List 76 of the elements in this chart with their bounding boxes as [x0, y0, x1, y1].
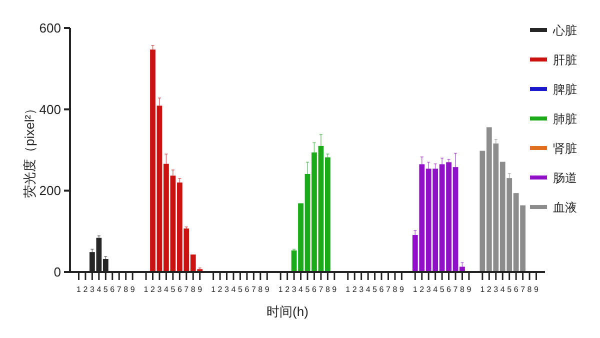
- x-tick-label: 4: [231, 285, 236, 294]
- y-tick-label: 200: [39, 183, 61, 198]
- x-tick-label: 3: [359, 285, 364, 294]
- x-tick-label: 9: [130, 285, 136, 294]
- x-tick-label: 7: [116, 285, 122, 294]
- x-tick-label: 8: [325, 285, 330, 294]
- x-tick-label: 5: [372, 285, 378, 294]
- x-tick-label: 4: [366, 285, 371, 294]
- legend-label: 心脏: [552, 24, 577, 38]
- x-tick-label: 8: [392, 285, 398, 294]
- x-tick-label: 6: [446, 285, 452, 294]
- legend-label: 肝脏: [553, 53, 577, 67]
- x-tick-label: 6: [379, 285, 384, 294]
- x-tick-label: 8: [527, 285, 532, 294]
- x-tick-label: 7: [453, 285, 458, 294]
- x-tick-label: 9: [399, 285, 404, 294]
- x-tick-label: 8: [460, 285, 466, 294]
- x-tick-label: 1: [211, 285, 216, 294]
- x-tick-label: 9: [466, 285, 472, 294]
- x-tick-label: 1: [480, 285, 486, 294]
- x-tick-label: 9: [198, 285, 203, 294]
- x-tick-label: 7: [520, 285, 526, 294]
- x-tick-label: 2: [352, 285, 358, 294]
- x-tick-label: 3: [224, 285, 230, 294]
- x-tick-label: 1: [76, 285, 82, 294]
- x-tick-label: 6: [514, 285, 519, 294]
- x-tick-label: 8: [258, 285, 264, 294]
- x-tick-label: 3: [494, 285, 499, 294]
- x-tick-label: 5: [305, 285, 310, 294]
- x-tick-label: 3: [426, 285, 432, 294]
- x-tick-label: 5: [103, 285, 108, 294]
- x-tick-label: 3: [157, 285, 162, 294]
- x-tick-label: 5: [507, 285, 512, 294]
- legend-label: 肺脏: [553, 112, 577, 126]
- x-tick-label: 4: [500, 285, 506, 294]
- legend-label: 肠道: [553, 171, 577, 185]
- x-tick-label: 2: [486, 285, 492, 294]
- x-tick-label: 9: [534, 285, 540, 294]
- x-tick-label: 2: [150, 285, 156, 294]
- x-tick-label: 4: [96, 285, 102, 294]
- y-tick-label: 600: [39, 20, 61, 36]
- x-tick-label: 7: [386, 285, 392, 294]
- y-axis-title: 荧光度（pixel²）: [22, 102, 37, 198]
- x-tick-label: 6: [177, 285, 182, 294]
- x-tick-label: 8: [190, 285, 196, 294]
- x-tick-label: 4: [298, 285, 304, 294]
- x-tick-label: 1: [412, 285, 418, 294]
- x-tick-label: 4: [433, 285, 438, 294]
- x-tick-label: 5: [440, 285, 445, 294]
- x-tick-label: 5: [170, 285, 176, 294]
- x-tick-label: 3: [292, 285, 297, 294]
- legend-label: 脾脏: [553, 82, 577, 96]
- x-tick-label: 7: [184, 285, 190, 294]
- x-tick-label: 6: [110, 285, 116, 294]
- x-tick-label: 1: [278, 285, 284, 294]
- y-tick-label: 400: [39, 102, 61, 117]
- x-tick-label: 2: [83, 285, 88, 294]
- x-tick-label: 5: [238, 285, 243, 294]
- x-tick-label: 9: [264, 285, 270, 294]
- x-tick-label: 9: [332, 285, 338, 294]
- x-tick-label: 3: [90, 285, 95, 294]
- x-tick-label: 1: [144, 285, 149, 294]
- x-tick-label: 4: [164, 285, 169, 294]
- x-tick-label: 1: [346, 285, 351, 294]
- x-tick-label: 8: [124, 285, 129, 294]
- x-tick-label: 2: [420, 285, 425, 294]
- x-tick-label: 7: [318, 285, 324, 294]
- x-tick-label: 6: [244, 285, 250, 294]
- x-axis-title: 时间(h): [266, 304, 308, 319]
- y-tick-label: 0: [54, 264, 61, 280]
- x-tick-label: 7: [251, 285, 256, 294]
- x-tick-label: 6: [312, 285, 317, 294]
- x-tick-label: 2: [285, 285, 290, 294]
- x-tick-label: 2: [218, 285, 223, 294]
- legend-label: 肾脏: [553, 142, 577, 156]
- legend-label: 血液: [553, 200, 577, 214]
